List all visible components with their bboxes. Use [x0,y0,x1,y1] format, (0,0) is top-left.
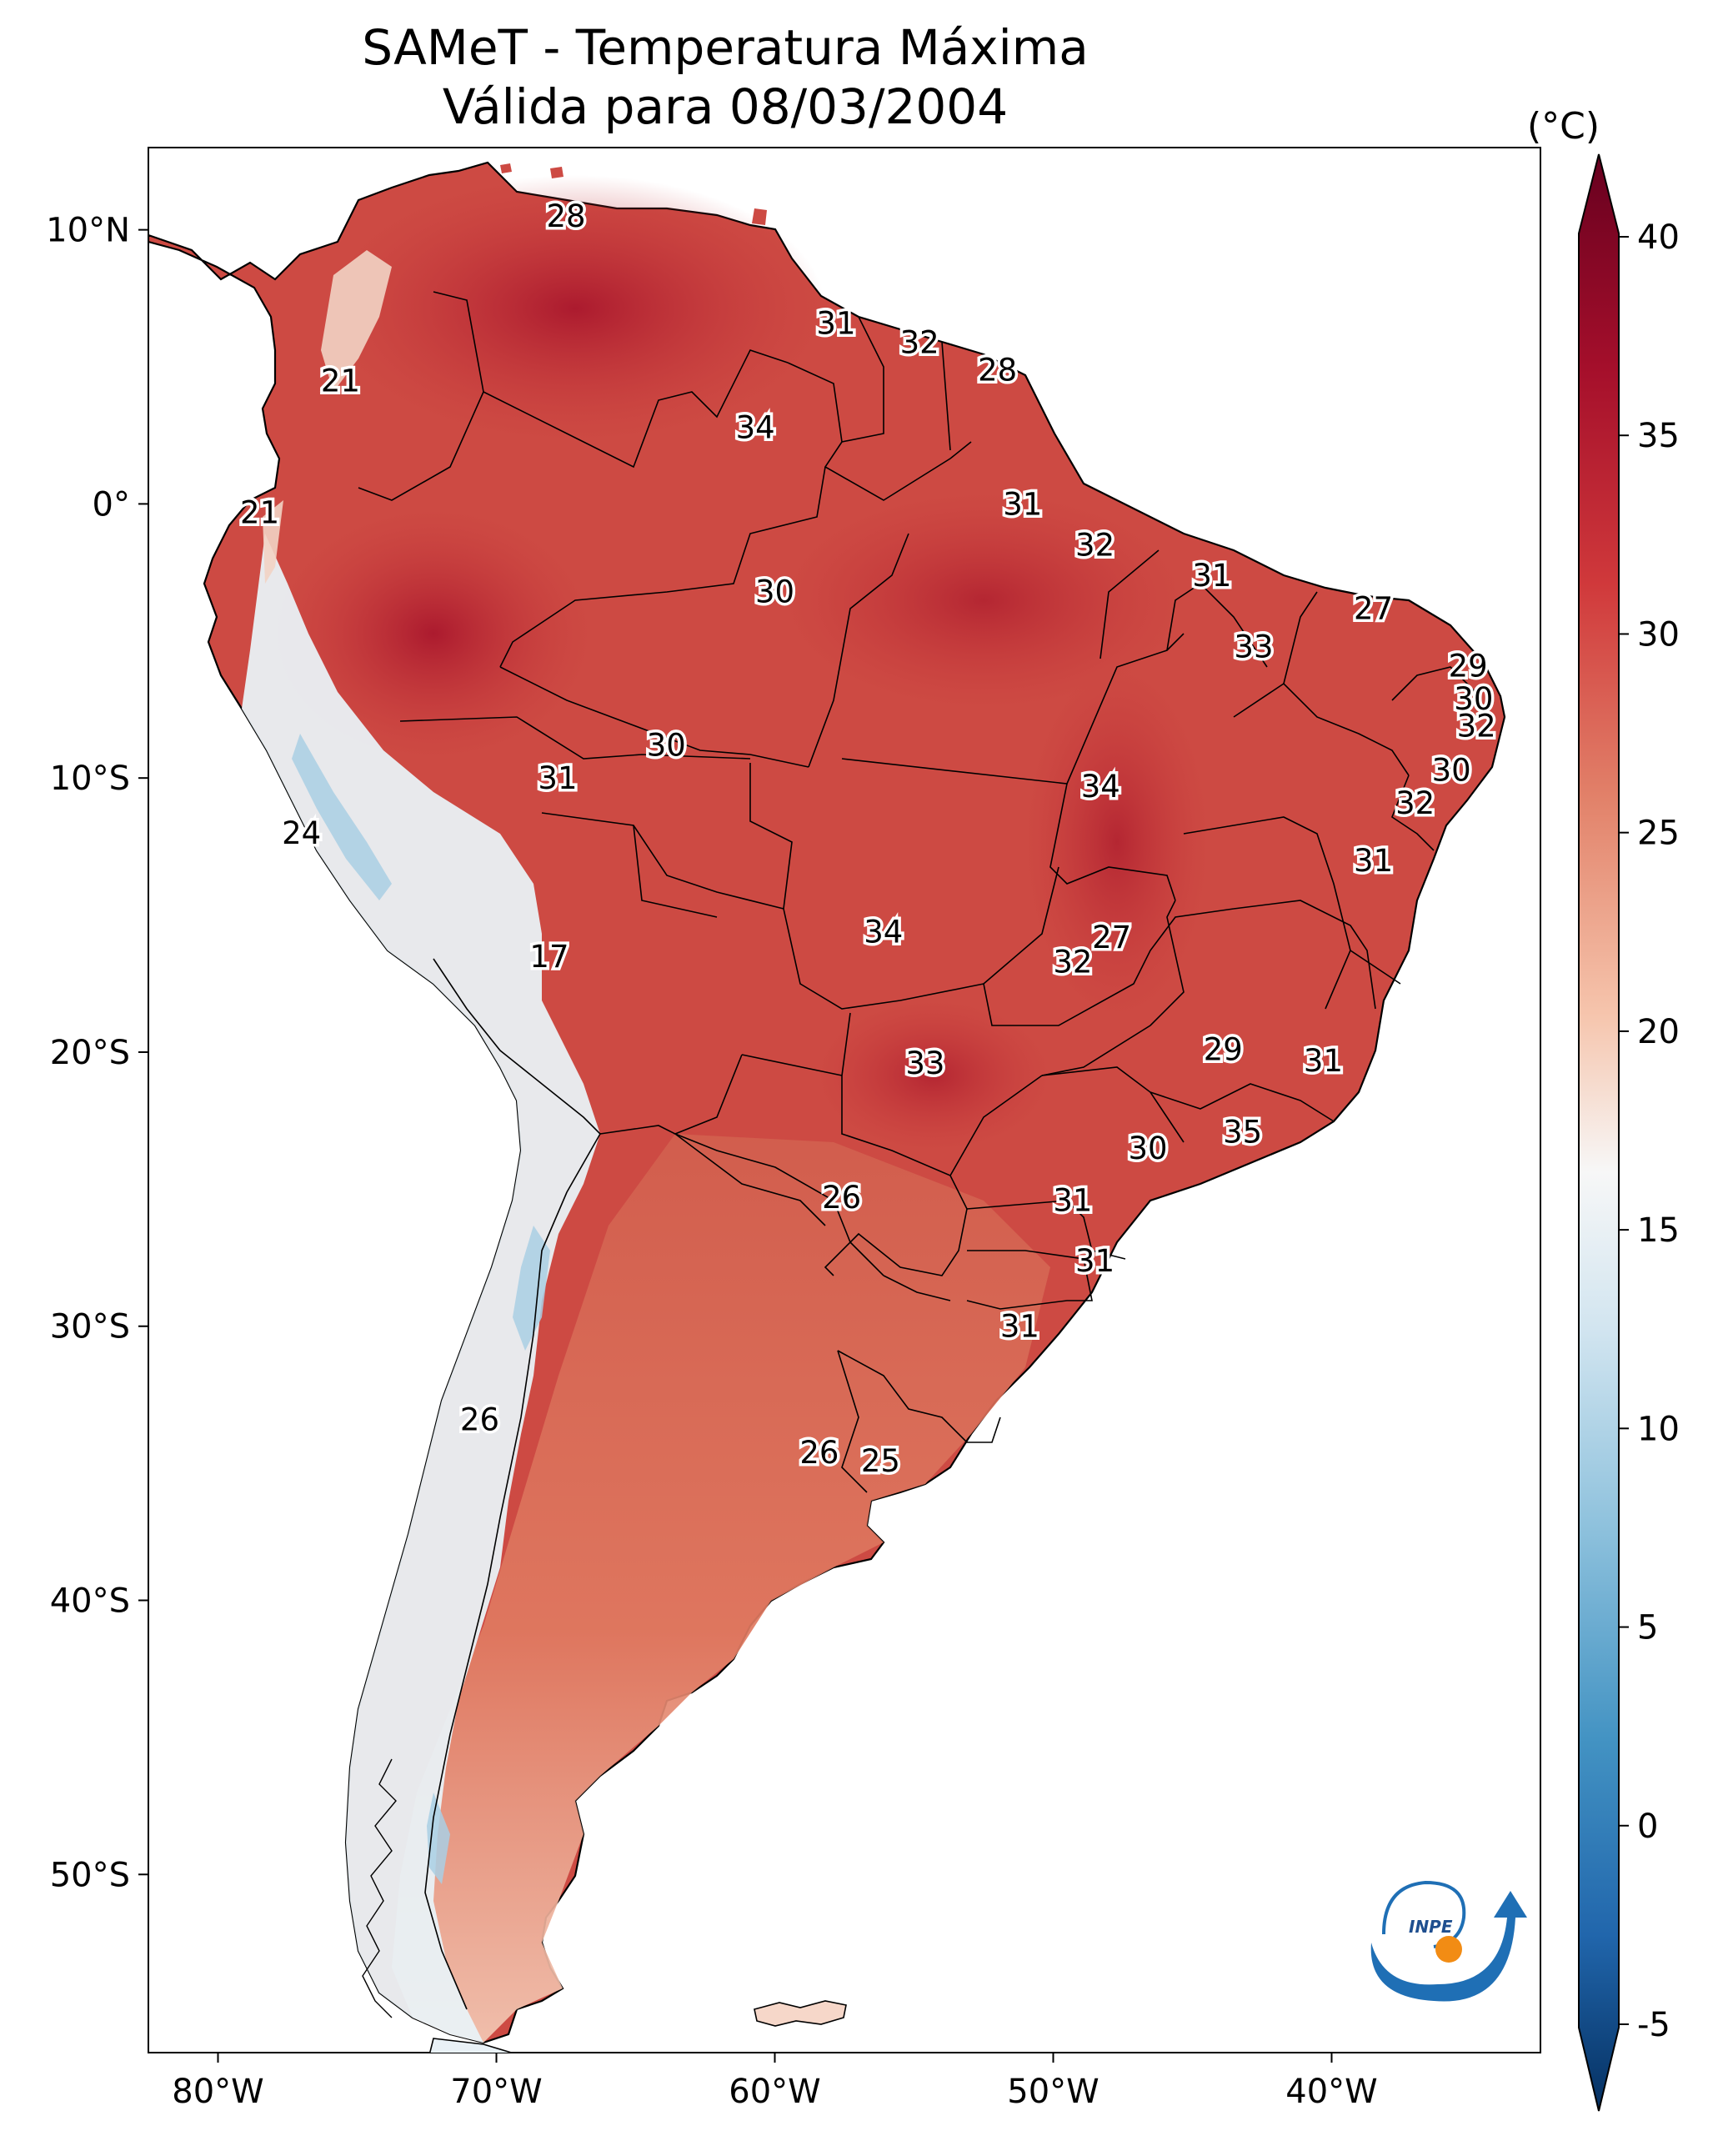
city-temperature-label: 29 [1204,1032,1243,1068]
lat-tick-label: 40°S [50,1582,130,1621]
andes-cool-strip [242,534,600,2043]
colorbar-ticks: 40 35 30 25 20 15 10 5 0 -5 [1619,218,1680,2044]
city-temperature-label: 31 [1192,558,1231,594]
heat-zone-amazon-west [275,509,592,759]
heat-zone-amazon-east [784,492,1184,709]
city-temperature-label: 31 [1075,1243,1114,1279]
city-temperature-label: 28 [546,198,585,234]
lat-tick-label: 20°S [50,1034,130,1072]
map-layers [148,161,1506,2053]
city-temperature-label: 28 [978,352,1017,388]
lon-tick-label: 40°W [1285,2073,1377,2111]
city-temperature-label: 30 [1432,752,1471,788]
city-temperature-label: 33 [1234,629,1273,664]
southern-cone-shade [392,1134,1050,2043]
chile-fjords [362,1758,397,2018]
colorbar-tick-label: 10 [1637,1410,1680,1448]
city-temperature-label: 32 [1457,709,1496,745]
heat-zone-north [325,175,825,442]
colorbar-tick-label: -5 [1637,2006,1670,2044]
city-temperature-label: 33 [905,1045,944,1081]
city-temperature-label: 27 [1354,590,1393,626]
city-temperature-label: 26 [460,1402,499,1438]
city-temperature-label: 32 [1075,528,1114,564]
city-temperature-label: 29 [1449,648,1488,684]
colorbar-tick-label: 5 [1637,1609,1658,1647]
lon-tick-label: 50°W [1007,2073,1099,2111]
city-temperature-label: 26 [822,1180,861,1216]
city-temperature-label: 31 [538,760,577,796]
latitude-axis: 10°N 0° 10°S 20°S 30°S 40°S 50°S [46,212,148,1894]
city-temperature-label: 35 [1223,1114,1262,1150]
city-temperature-label: 25 [861,1443,900,1479]
city-temperature-label: 31 [1354,843,1393,879]
lon-tick-label: 70°W [450,2073,542,2111]
inpe-logo-sun [1435,1936,1462,1963]
colorbar-tick-label: 25 [1637,815,1680,853]
city-temperature-label: 34 [1081,769,1120,805]
heat-zone-central [1025,667,1209,1017]
colorbar-unit-label: (°C) [1527,105,1600,148]
colorbar-tick-label: 40 [1637,218,1680,257]
city-temperature-label: 31 [1053,1183,1092,1219]
colorbar-tick-label: 20 [1637,1013,1680,1051]
colorbar-tick-label: 30 [1637,615,1680,654]
colorbar-tick-label: 35 [1637,417,1680,455]
city-temperature-label: 32 [1053,944,1092,980]
city-temperature-label: 26 [799,1435,839,1471]
city-temperature-label: 31 [1000,1309,1039,1345]
inpe-logo-orbit [1382,1880,1466,1948]
city-temperature-label: 32 [900,324,939,360]
political-borders [358,291,1476,2010]
lon-tick-label: 80°W [172,2073,263,2111]
colorbar-tick-label: 0 [1637,1808,1658,1846]
city-temperature-label: 21 [240,494,279,530]
city-temperature-label: 30 [1454,681,1493,717]
city-temperature-label: 31 [1304,1043,1343,1079]
city-temperature-label: 34 [864,914,903,950]
inpe-logo-text: INPE [1409,1917,1453,1937]
city-temperature-label: 30 [1129,1131,1168,1166]
city-temperature-label: 32 [1395,785,1435,821]
andes-north-cool [263,250,392,584]
city-temperature-label: 34 [736,409,775,445]
city-temperature-label: 30 [647,728,686,764]
city-temperature-label: 24 [282,815,321,851]
inpe-logo: INPE [1370,1880,1527,2002]
lat-tick-label: 10°S [50,760,130,798]
city-temperature-label: 27 [1092,920,1131,955]
lat-tick-label: 0° [93,485,130,524]
longitude-axis: 80°W 70°W 60°W 50°W 40°W [172,2053,1378,2111]
map-title-line1: SAMeT - Temperatura Máxima [362,19,1089,76]
heat-zone-pantanal [817,1000,1050,1151]
tierra-del-fuego [428,2038,514,2053]
city-temperature-label: 21 [321,363,360,399]
colorbar-tick-label: 15 [1637,1211,1680,1250]
colorbar-body [1578,153,1620,2112]
map-title-line2: Válida para 08/03/2004 [442,78,1009,135]
lat-tick-label: 50°S [50,1856,130,1894]
city-temperature-label: 30 [755,574,794,610]
lat-tick-label: 30°S [50,1308,130,1346]
city-temperature-label: 31 [1003,486,1042,522]
lat-tick-label: 10°N [46,212,130,250]
falkland-islands [754,2000,847,2027]
inpe-logo-arc [1370,1891,1527,2002]
colorbar [1578,153,1620,2112]
city-temperature-label: 31 [816,305,855,341]
lon-tick-label: 60°W [729,2073,820,2111]
city-temperature-label: 17 [529,939,568,975]
